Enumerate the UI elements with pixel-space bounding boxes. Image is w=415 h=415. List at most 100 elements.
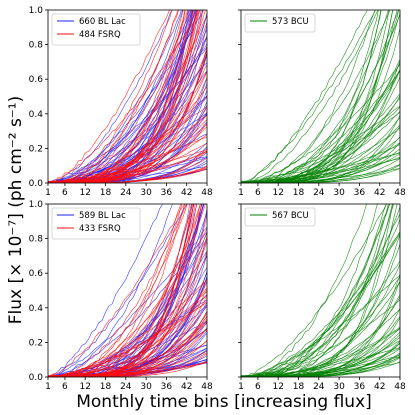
x-tick-label: 12: [79, 382, 90, 392]
series-0-curve: [241, 231, 400, 377]
series-1-curve: [48, 54, 207, 183]
series-1-curve: [48, 10, 170, 183]
series-0-curve: [241, 274, 400, 377]
series-0-curve: [241, 204, 368, 377]
series-0-curve: [48, 10, 182, 183]
series-0-curve: [48, 112, 207, 183]
x-tick-label: 30: [333, 188, 345, 198]
x-axis-title: Monthly time bins [increasing flux]: [76, 392, 372, 412]
series-1-curve: [48, 204, 187, 377]
x-tick-label: 18: [293, 382, 305, 392]
y-tick-label: 0.4: [29, 304, 44, 314]
x-tick-label: 18: [100, 382, 112, 392]
x-tick-label: 1: [238, 382, 244, 392]
x-tick-label: 42: [374, 382, 385, 392]
series-1-curve: [48, 149, 207, 183]
legend: 567 BCU: [244, 207, 316, 227]
curve-group: [48, 204, 207, 377]
panel-bottom-right: 1 6 12 18 24 30 36 42 48 567 BCU: [238, 203, 406, 392]
series-1-curve: [48, 10, 179, 182]
x-tick-label: 12: [272, 188, 283, 198]
legend-label: 484 FSRQ: [79, 30, 121, 40]
legend-box: [244, 13, 316, 33]
y-tick-label: 0.8: [29, 235, 44, 245]
x-tick-label: 48: [394, 188, 406, 198]
series-0-curve: [241, 70, 400, 183]
y-tick-label: 0.0: [29, 373, 44, 383]
legend-box: [51, 13, 141, 46]
y-tick-label: 0.0: [29, 179, 44, 189]
series-0-curve: [241, 232, 400, 377]
y-tick-label: 0.2: [29, 144, 43, 154]
series-0-curve: [241, 233, 400, 377]
series-0-curve: [241, 204, 378, 377]
series-1-curve: [48, 204, 203, 377]
x-tick-label: 1: [45, 188, 51, 198]
series-1-curve: [48, 291, 207, 377]
x-tick-label: 12: [272, 382, 283, 392]
x-tick-label: 42: [374, 188, 385, 198]
axes-frame: [47, 9, 208, 184]
x-tick-label: 30: [140, 382, 152, 392]
series-0-curve: [241, 10, 379, 183]
series-0-curve: [241, 264, 400, 377]
axes-frame: [240, 203, 401, 378]
legend-label: 660 BL Lac: [79, 17, 126, 27]
y-tick-label: 0.6: [29, 75, 44, 85]
series-1-curve: [48, 10, 173, 183]
series-1-curve: [48, 10, 189, 183]
x-tick-label: 42: [181, 188, 192, 198]
legend-label: 433 FSRQ: [79, 224, 121, 234]
series-0-curve: [241, 152, 400, 183]
series-0-curve: [241, 327, 400, 377]
series-1-curve: [48, 10, 204, 183]
y-tick-label: 0.2: [29, 338, 43, 348]
series-0-curve: [48, 35, 207, 183]
x-tick-label: 24: [120, 382, 132, 392]
series-0-curve: [241, 204, 394, 377]
x-tick-label: 1: [238, 188, 244, 198]
x-tick-label: 36: [354, 188, 366, 198]
series-1-curve: [48, 204, 181, 377]
legend: 589 BL Lac 433 FSRQ: [51, 207, 141, 240]
series-0-curve: [241, 63, 400, 183]
x-tick-label: 30: [140, 188, 152, 198]
curve-group: [241, 204, 400, 377]
x-tick-label: 12: [79, 188, 90, 198]
x-tick-label: 24: [313, 188, 325, 198]
axes-frame: [47, 203, 208, 378]
x-tick-label: 36: [354, 382, 366, 392]
y-axis-title: Flux [× 10⁻⁷] (ph cm⁻² s⁻¹): [6, 96, 26, 324]
series-0-curve: [241, 204, 389, 377]
x-tick-label: 24: [313, 382, 325, 392]
legend-label: 567 BCU: [272, 211, 309, 221]
series-0-curve: [241, 10, 376, 183]
legend: 573 BCU: [244, 13, 316, 33]
x-tick-label: 48: [201, 382, 213, 392]
series-0-curve: [241, 10, 393, 183]
y-tick-label: 0.6: [29, 269, 44, 279]
x-tick-label: 6: [62, 382, 68, 392]
legend-box: [244, 207, 316, 227]
x-tick-label: 48: [394, 382, 406, 392]
x-tick-label: 6: [255, 188, 261, 198]
x-tick-label: 48: [201, 188, 213, 198]
series-0-curve: [48, 204, 173, 377]
series-1-curve: [48, 204, 194, 377]
series-0-curve: [241, 10, 368, 182]
series-0-curve: [48, 204, 188, 377]
x-tick-label: 42: [181, 382, 192, 392]
legend-label: 589 BL Lac: [79, 211, 126, 221]
series-0-curve: [48, 267, 207, 377]
legend-label: 573 BCU: [272, 17, 309, 27]
panel-top-left: 1 6 12 18 24 30 36 42 48 0.0 0.2 0.4 0.6 0.8 1.0 660 BL…: [29, 6, 213, 198]
x-tick-label: 6: [255, 382, 261, 392]
x-tick-label: 24: [120, 188, 132, 198]
series-0-curve: [48, 204, 164, 377]
legend: 660 BL Lac 484 FSRQ: [51, 13, 141, 46]
series-0-curve: [241, 277, 400, 377]
y-tick-label: 0.8: [29, 41, 44, 51]
legend-box: [51, 207, 141, 240]
series-0-curve: [48, 10, 204, 183]
series-0-curve: [241, 10, 389, 183]
